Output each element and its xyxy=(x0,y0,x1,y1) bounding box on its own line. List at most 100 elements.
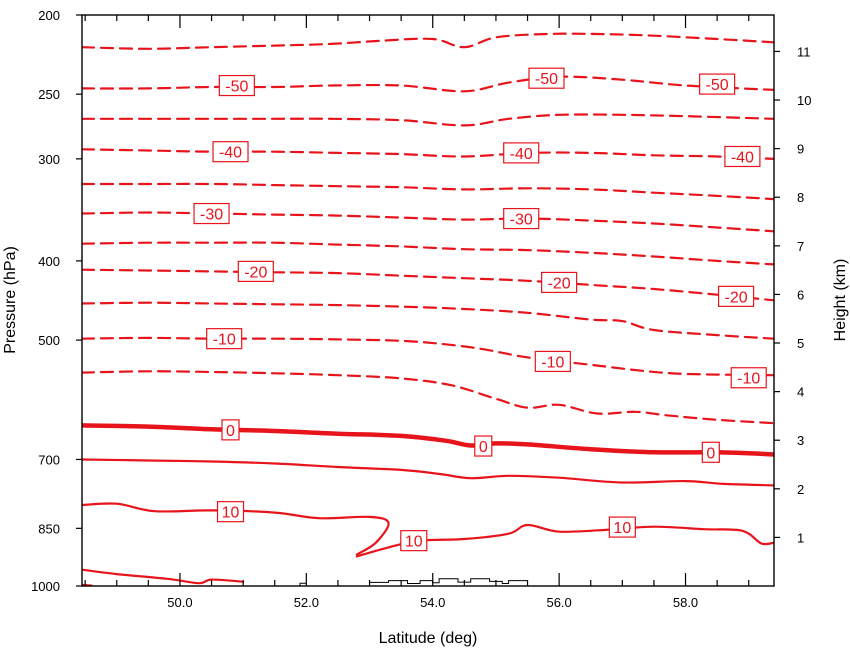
y2-tick-label: 9 xyxy=(797,142,804,157)
contour-line--40 xyxy=(82,148,774,160)
contour-label-text: -30 xyxy=(200,207,223,224)
contour-label: 0 xyxy=(701,441,720,463)
contour-label: -10 xyxy=(730,367,767,389)
y-tick-label: 200 xyxy=(38,8,60,23)
x-tick-label: 56.0 xyxy=(546,595,571,610)
y-tick-label: 300 xyxy=(38,152,60,167)
contour-label-text: 0 xyxy=(479,439,488,456)
y-axis-height: 1 2 3 4 5 6 7 8 9 10 11 xyxy=(774,44,811,545)
contour-line--45 xyxy=(82,113,774,127)
contour-label: -30 xyxy=(193,202,230,225)
contour-label-box xyxy=(212,141,249,163)
contour-label-text: -50 xyxy=(706,77,729,94)
contour-label: -40 xyxy=(724,145,761,168)
y-tick-label: 850 xyxy=(38,521,60,536)
contour-label: -10 xyxy=(206,328,243,350)
contour-label-text: -10 xyxy=(541,354,564,371)
terrain-step-line xyxy=(299,578,528,586)
x-axis-title: Latitude (deg) xyxy=(379,630,478,647)
y2-tick-label: 8 xyxy=(797,190,804,205)
contour-label-box xyxy=(701,441,720,463)
contour-label: -40 xyxy=(503,142,540,164)
contour-label: -10 xyxy=(534,350,571,373)
y-tick-label: 250 xyxy=(38,87,60,102)
contour-label-box xyxy=(474,435,493,457)
y2-tick-label: 10 xyxy=(797,93,811,108)
contour-label: -30 xyxy=(503,207,540,230)
contour-label: -50 xyxy=(528,67,565,89)
contour-label-text: -20 xyxy=(725,289,748,306)
contour-label-text: -10 xyxy=(737,371,760,388)
contour-label-text: 10 xyxy=(613,520,631,537)
contour-label: -50 xyxy=(218,74,255,97)
x-tick-label: 50.0 xyxy=(167,595,192,610)
y2-tick-label: 11 xyxy=(797,44,811,59)
contour-label-box xyxy=(541,271,578,294)
contour-label-text: -30 xyxy=(510,212,533,229)
contour-label-box xyxy=(503,142,540,164)
contour-line--50 xyxy=(82,75,774,93)
contour-line-5 xyxy=(82,458,774,487)
plot-frame xyxy=(81,14,775,587)
y-tick-label: 700 xyxy=(38,452,60,467)
contour-label-box xyxy=(400,530,428,552)
contour-label: 10 xyxy=(608,516,636,538)
contour-line--10 xyxy=(82,336,774,377)
x-tick-label: 54.0 xyxy=(420,595,445,610)
contour-label-text: -40 xyxy=(731,149,754,166)
contour-label: -40 xyxy=(212,141,249,163)
y-axis-pressure: 200 250 300 400 500 700 850 1000 xyxy=(31,8,82,594)
contour-label-text: -50 xyxy=(225,79,248,96)
contour-line--20 xyxy=(82,268,774,302)
y2-tick-label: 2 xyxy=(797,482,804,497)
contour-label-box xyxy=(193,202,230,225)
contour-label: 10 xyxy=(400,530,428,552)
contour-line--15 xyxy=(82,301,774,340)
contour-label-text: -40 xyxy=(510,146,533,163)
contour-label: 0 xyxy=(221,419,240,441)
y-axis-title: Pressure (hPa) xyxy=(2,246,19,354)
contour-label-box xyxy=(218,74,255,97)
contour-label-text: -20 xyxy=(548,275,571,292)
contour-label-box xyxy=(528,67,565,89)
contour-label-box xyxy=(237,260,274,283)
contour-label-box xyxy=(216,501,245,523)
y-tick-label: 500 xyxy=(38,333,60,348)
contour-line--5 xyxy=(82,370,774,425)
contour-label-box xyxy=(221,419,240,441)
contour-label-text: 10 xyxy=(405,534,423,551)
contour-line--30 xyxy=(82,211,774,233)
contour-label-text: -20 xyxy=(244,264,267,281)
contour-labels: -50 -50 -50 -40 -40 -40 -30 -30 -20 -20 -20 -10 -10 -… xyxy=(193,67,767,552)
contour-label-box xyxy=(206,328,243,350)
contour-line--35 xyxy=(82,182,774,201)
y-tick-label: 1000 xyxy=(31,579,60,594)
y2-tick-label: 6 xyxy=(797,287,804,302)
contour-label: 10 xyxy=(216,501,245,523)
contour-line-15 xyxy=(82,568,245,585)
y-tick-label: 400 xyxy=(38,254,60,269)
terrain-outline xyxy=(299,578,528,586)
contour-label-text: -10 xyxy=(213,332,236,349)
contour-label-box xyxy=(730,367,767,389)
contour-line--55 xyxy=(82,32,774,50)
contour-label: -20 xyxy=(237,260,274,283)
contour-line-10-south xyxy=(82,502,390,556)
contour-label-box xyxy=(724,145,761,168)
contour-label-box xyxy=(717,285,755,307)
contour-label-text: 0 xyxy=(706,445,715,462)
contour-label: -20 xyxy=(541,271,578,294)
contour-label: -20 xyxy=(717,285,755,307)
contour-label: 0 xyxy=(474,435,493,457)
x-axis: 50.0 52.0 54.0 56.0 58.0 xyxy=(84,15,750,610)
contour-label-text: 0 xyxy=(226,423,235,440)
contour-label-box xyxy=(699,73,736,95)
contour-label-text: -50 xyxy=(535,71,558,88)
temperature-contours xyxy=(82,32,774,586)
contour-line--25 xyxy=(82,241,774,266)
x-tick-label: 58.0 xyxy=(673,595,698,610)
contour-line-0 xyxy=(82,423,774,457)
contour-label-box xyxy=(503,207,540,230)
y2-tick-label: 4 xyxy=(797,385,804,400)
